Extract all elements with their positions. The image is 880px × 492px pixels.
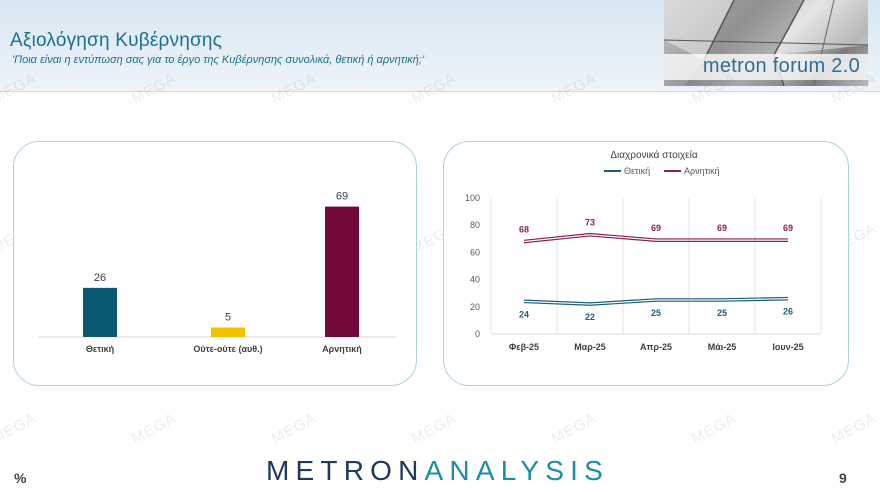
data-label: 22 [585,312,595,322]
line-chart-title: Διαχρονικά στοιχεία [610,149,698,161]
page-number: 9 [839,470,847,486]
bar-value-label: 5 [225,312,231,324]
watermark-text: MEGA [0,409,40,448]
y-tick-label: 60 [470,247,480,257]
logo-part-metron: METRON [266,455,425,486]
trend-line-chart-panel: Διαχρονικά στοιχεία Θετική Αρνητική 0 20 40 60… [443,141,849,386]
series-line [523,299,789,306]
bar-category-label: Ούτε-ούτε (αυθ.) [193,344,262,354]
y-tick-label: 80 [470,220,480,230]
metron-analysis-logo: METRONANALYSIS [266,455,610,487]
series-line [523,235,788,244]
data-label: 25 [717,308,727,318]
bar-value-label: 69 [336,191,348,203]
watermark-text: MEGA [268,409,320,448]
legend-label: Θετική [624,166,650,176]
watermark-text: MEGA [828,409,880,448]
series-line [523,232,788,241]
page-subtitle: 'Ποια είναι η εντύπωση σας για το έργο τ… [12,54,425,66]
metron-forum-logo: metron forum 2.0 [664,0,868,86]
bar-category-label: Θετική [86,344,114,354]
logo-part-analysis: ANALYSIS [424,455,610,486]
data-label: 25 [651,308,661,318]
legend-label: Αρνητική [684,166,720,176]
data-label: 26 [783,307,793,317]
y-tick-label: 100 [465,193,480,203]
y-tick-label: 0 [475,329,480,339]
bar [325,206,359,337]
bar-category-label: Αρνητική [322,344,362,354]
percent-symbol: % [14,470,27,486]
y-tick-label: 40 [470,275,480,285]
x-tick-label: Απρ-25 [640,342,672,352]
data-label: 69 [651,223,661,233]
x-tick-label: Ιουν-25 [772,342,803,352]
forum-logo-band [664,54,868,80]
header-banner: Αξιολόγηση Κυβέρνησης 'Ποια είναι η εντύ… [0,0,880,92]
data-label: 69 [717,223,727,233]
series-line [523,296,789,304]
forum-logo-text: metron forum 2.0 [702,55,860,77]
watermark-text: MEGA [548,409,600,448]
y-tick-label: 20 [470,302,480,312]
bar [211,327,245,337]
page-title: Αξιολόγηση Κυβέρνησης [10,30,223,51]
x-tick-label: Φεβ-25 [509,342,539,352]
x-tick-label: Μαρ-25 [574,342,606,352]
watermark-text: MEGA [688,409,740,448]
x-tick-label: Μάι-25 [708,342,737,352]
bar-value-label: 26 [94,272,106,284]
watermark-text: MEGA [408,409,460,448]
current-bar-chart-panel: 26 Θετική 5 Ούτε-ούτε (αυθ.) 69 Αρνητική [13,141,417,386]
bar [83,287,117,337]
data-label: 69 [783,223,793,233]
bar-chart: 26 Θετική 5 Ούτε-ούτε (αυθ.) 69 Αρνητική [38,191,396,354]
data-label: 68 [519,225,529,235]
watermark-text: MEGA [128,409,180,448]
data-label: 24 [519,309,529,319]
data-label: 73 [585,218,595,228]
line-chart: Διαχρονικά στοιχεία Θετική Αρνητική 0 20 40 60… [465,149,822,352]
